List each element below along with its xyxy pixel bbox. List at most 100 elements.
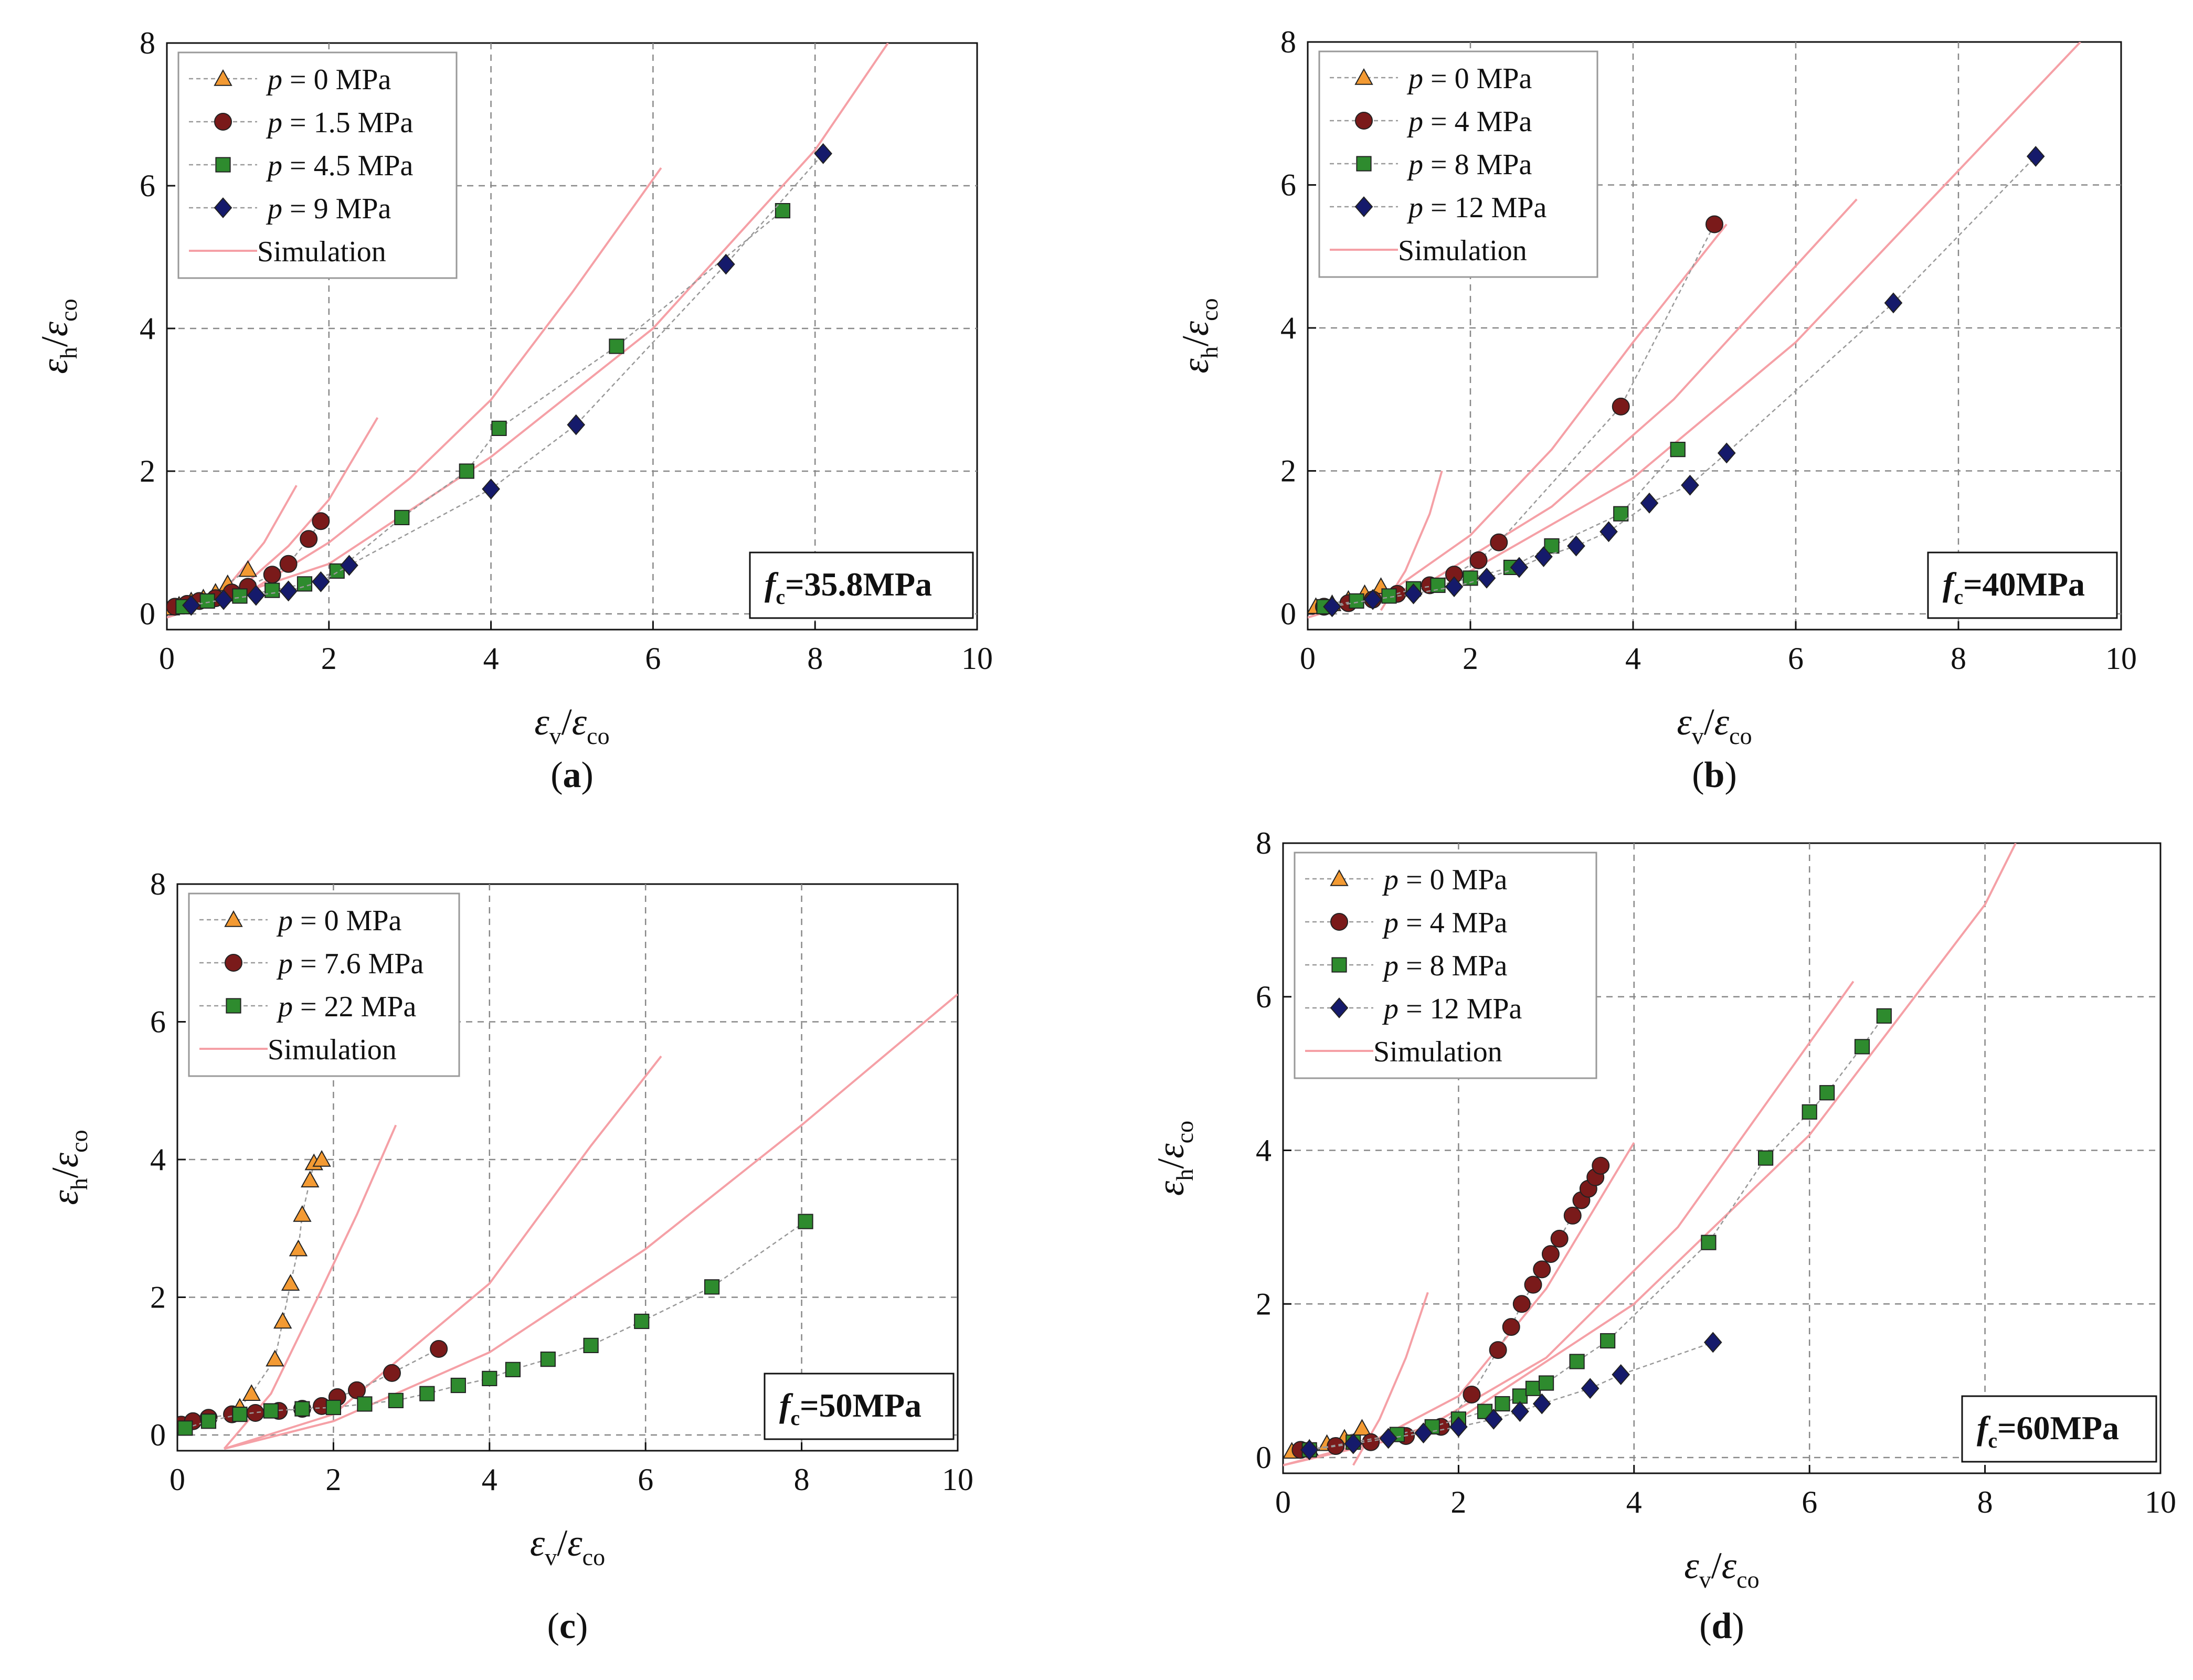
data-point	[312, 512, 330, 530]
data-point	[300, 530, 318, 548]
data-point	[1363, 589, 1382, 610]
legend-label: p = 12 MPa	[1382, 993, 1522, 1025]
data-point	[182, 594, 200, 616]
legend-marker	[214, 69, 232, 86]
x-tick-label: 6	[638, 1462, 653, 1497]
legend-label: p = 12 MPa	[1406, 192, 1547, 224]
data-point	[1703, 1332, 1722, 1353]
legend-label: p = 0 MPa	[266, 63, 391, 96]
data-point	[1600, 1333, 1616, 1349]
y-tick-label: 8	[1256, 826, 1272, 860]
legend-label: p = 7.6 MPa	[276, 948, 424, 980]
x-tick-label: 4	[1625, 641, 1641, 676]
data-point	[1445, 576, 1464, 598]
legend-marker	[225, 954, 242, 972]
y-tick-label: 0	[1256, 1440, 1272, 1475]
x-tick-label: 0	[1275, 1485, 1291, 1519]
data-point	[1484, 1408, 1503, 1430]
data-point	[1681, 474, 1699, 496]
y-tick-label: 0	[1280, 597, 1296, 631]
data-point	[567, 414, 586, 435]
x-tick-label: 4	[482, 1462, 497, 1497]
data-point	[1404, 583, 1423, 604]
y-tick-label: 0	[140, 597, 155, 631]
legend-marker	[1354, 196, 1373, 217]
data-point	[482, 1370, 497, 1386]
x-tick-label: 10	[2145, 1485, 2176, 1519]
y-tick-label: 8	[140, 26, 155, 60]
legend-label: Simulation	[1373, 1036, 1502, 1068]
data-point	[583, 1337, 599, 1353]
data-point	[266, 1349, 284, 1367]
y-tick-label: 4	[140, 311, 155, 346]
panel-caption: (d)	[1699, 1606, 1744, 1646]
data-point	[293, 1205, 312, 1222]
data-point	[232, 588, 248, 604]
data-point	[348, 1381, 366, 1399]
annotation-label: fc=50MPa	[779, 1387, 921, 1430]
data-point	[294, 1401, 310, 1417]
data-point	[1670, 442, 1686, 458]
data-point	[1352, 1419, 1372, 1436]
chart-panel-c: 0 2 4 6 8 10 0 2 4 6 8 p = 0 MPa p = 7.6 MPa p = 22 M…	[44, 867, 973, 1646]
legend-marker	[1331, 957, 1347, 973]
legend-label: Simulation	[268, 1034, 397, 1066]
data-point	[383, 1364, 401, 1382]
legend-label: Simulation	[257, 236, 386, 268]
data-point	[2026, 146, 2045, 167]
data-point	[242, 1384, 261, 1401]
data-point	[1449, 1416, 1468, 1438]
data-point	[1327, 1437, 1345, 1455]
data-point	[609, 338, 624, 354]
x-tick-label: 0	[169, 1462, 185, 1497]
data-point	[1581, 1378, 1599, 1399]
annotation-label: fc=40MPa	[1943, 566, 2085, 609]
x-tick-label: 8	[794, 1462, 810, 1497]
x-tick-label: 8	[1977, 1485, 1993, 1519]
data-point	[1495, 1396, 1510, 1412]
data-point	[1567, 535, 1585, 557]
data-point	[296, 576, 313, 592]
data-point	[1563, 1206, 1582, 1225]
legend-label: p = 22 MPa	[276, 991, 417, 1023]
legend-label: p = 8 MPa	[1382, 950, 1508, 982]
data-point	[394, 509, 410, 525]
data-point	[312, 571, 330, 592]
data-point	[1477, 567, 1496, 589]
series-line	[239, 1158, 322, 1408]
data-point	[1819, 1085, 1835, 1101]
x-tick-label: 10	[942, 1462, 973, 1497]
data-point	[325, 1399, 341, 1416]
panel-caption: (c)	[547, 1606, 588, 1646]
data-point	[430, 1339, 448, 1358]
y-tick-label: 4	[150, 1142, 166, 1177]
series-line	[191, 153, 824, 606]
y-tick-label: 2	[150, 1280, 166, 1315]
x-tick-label: 2	[321, 641, 337, 676]
legend-marker	[215, 157, 231, 173]
data-point	[1344, 1433, 1363, 1454]
data-point	[1414, 1422, 1433, 1444]
data-point	[1802, 1104, 1817, 1120]
data-point	[1534, 546, 1553, 567]
data-point	[238, 560, 258, 577]
y-axis-label: εh/εco	[1174, 298, 1223, 373]
data-point	[1541, 1245, 1560, 1263]
data-point	[1717, 442, 1736, 464]
legend-marker	[1330, 869, 1349, 886]
data-point	[1532, 1393, 1551, 1415]
chart-panel-d: 0 2 4 6 8 10 0 2 4 6 8 p = 0 MPa p = 4 MPa p = 8 MPa p…	[1150, 826, 2176, 1646]
data-point	[1463, 1385, 1481, 1403]
y-tick-label: 6	[150, 1005, 166, 1039]
data-point	[1430, 577, 1446, 593]
annotation-box	[749, 551, 974, 619]
x-tick-label: 0	[159, 641, 175, 676]
data-point	[1539, 1375, 1554, 1391]
x-axis-label: εv/εco	[1684, 1545, 1759, 1593]
legend-marker	[1330, 913, 1348, 931]
data-point	[199, 593, 215, 609]
legend-label: Simulation	[1398, 235, 1527, 267]
data-point	[459, 463, 474, 479]
x-axis-label: εv/εco	[530, 1522, 605, 1570]
data-point	[263, 1403, 279, 1419]
